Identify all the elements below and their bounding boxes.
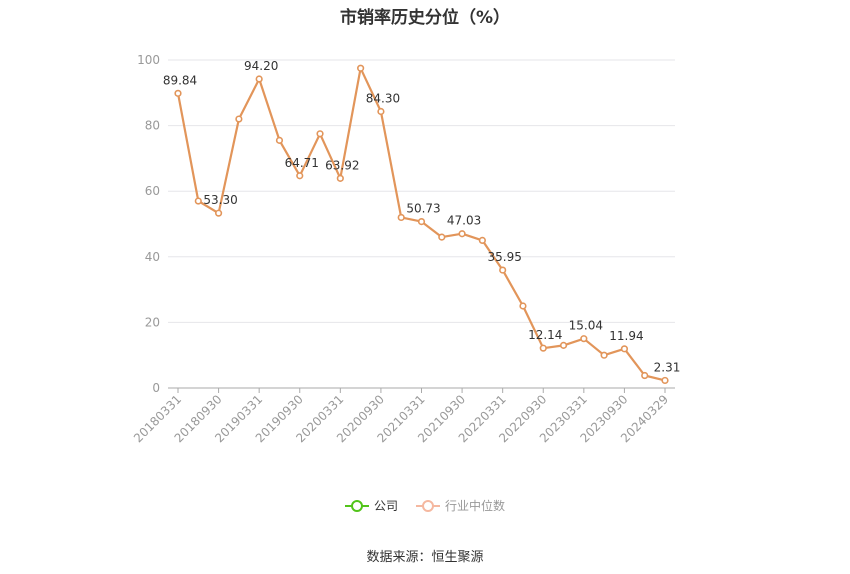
data-point: [174, 89, 182, 97]
legend-item-industry-median[interactable]: 行业中位数: [416, 497, 505, 514]
data-label: 94.20: [244, 59, 278, 73]
data-point: [661, 376, 669, 385]
y-tick-label: 100: [137, 53, 160, 67]
legend: 公司 行业中位数: [0, 497, 850, 514]
legend-label: 行业中位数: [445, 499, 506, 513]
data-label: 11.94: [609, 329, 643, 343]
data-point: [275, 136, 284, 144]
data-point: [620, 345, 629, 353]
data-label: 2.31: [654, 360, 681, 374]
data-point: [499, 266, 507, 274]
data-point: [438, 233, 446, 241]
data-point: [397, 213, 405, 222]
data-point: [194, 197, 202, 205]
x-axis: 2018033120180930201903312019093020200331…: [131, 387, 675, 445]
legend-label: 公司: [373, 499, 398, 513]
data-label: 15.04: [569, 319, 603, 333]
data-label: 84.30: [366, 91, 400, 105]
data-point: [357, 64, 365, 72]
grid-lines: [168, 59, 675, 323]
data-label: 89.84: [163, 73, 197, 87]
data-point: [296, 172, 304, 180]
data-point: [255, 75, 263, 83]
data-point: [458, 230, 466, 238]
data-point: [478, 236, 486, 244]
data-point: [235, 115, 243, 123]
data-label: 12.14: [528, 328, 562, 342]
data-point: [641, 371, 649, 380]
legend-item-company[interactable]: 公司: [344, 497, 398, 514]
data-point: [377, 107, 385, 116]
data-point: [580, 335, 588, 343]
y-tick-label: 0: [152, 381, 160, 395]
data-label: 64.71: [285, 156, 319, 170]
data-label: 50.73: [406, 202, 440, 216]
chart-title: 市销率历史分位（%）: [339, 8, 511, 28]
data-label: 47.03: [447, 214, 481, 228]
y-tick-label: 60: [145, 184, 160, 198]
data-point: [519, 302, 527, 310]
data-source: 数据来源：恒生聚源: [366, 550, 484, 565]
y-tick-label: 80: [145, 119, 160, 133]
data-point: [316, 130, 324, 138]
data-label: 35.95: [487, 250, 521, 264]
data-point: [336, 174, 344, 182]
data-label: 53.30: [203, 193, 237, 207]
data-point: [559, 341, 568, 349]
data-point: [214, 209, 223, 217]
data-points: [174, 64, 669, 385]
data-point: [417, 218, 426, 226]
legend-marker-icon: [344, 499, 369, 513]
y-axis-ticks: 0 20 40 60 80 100: [137, 53, 160, 395]
data-point: [600, 351, 608, 359]
data-point: [539, 344, 547, 352]
y-tick-label: 40: [145, 250, 160, 264]
data-labels: 89.84 53.30 94.20 64.71 63.92 84.30 50.73 47.03…: [163, 59, 681, 374]
legend-marker-icon: [416, 499, 440, 513]
y-tick-label: 20: [145, 315, 160, 329]
data-label: 63.92: [325, 158, 359, 172]
